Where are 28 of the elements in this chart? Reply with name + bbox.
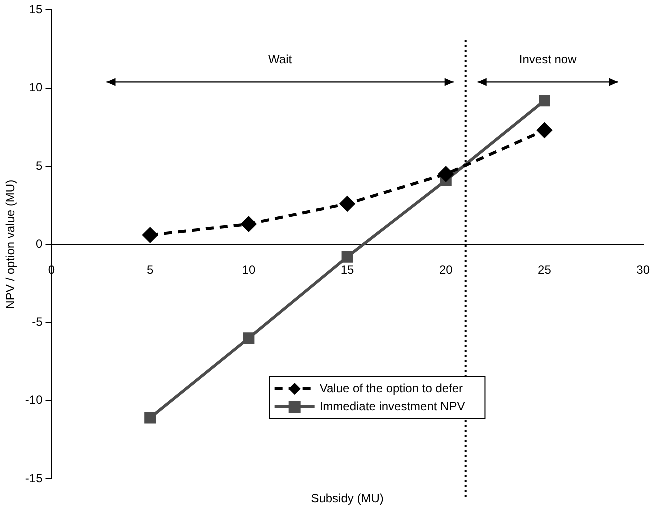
x-tick-label: 25 xyxy=(538,263,552,278)
x-tick-label: 20 xyxy=(439,263,454,278)
point xyxy=(340,196,356,212)
y-tick-label: -10 xyxy=(25,393,44,408)
point xyxy=(538,95,550,107)
x-tick-label: 10 xyxy=(242,263,256,278)
y-tick-label: 0 xyxy=(36,236,44,251)
point xyxy=(438,166,454,182)
point xyxy=(144,412,156,424)
point xyxy=(342,251,354,263)
point xyxy=(241,216,256,232)
annotation: Invest now xyxy=(519,52,578,67)
y-tick-label: -15 xyxy=(25,471,44,486)
x-axis-title: Subsidy (MU) xyxy=(311,491,384,506)
y-tick-label: 5 xyxy=(36,158,44,173)
legend-label: Immediate investment NPV xyxy=(320,399,466,414)
annotation: Wait xyxy=(268,52,293,67)
point xyxy=(243,332,255,344)
point xyxy=(142,228,158,243)
x-tick-label: 30 xyxy=(636,263,650,278)
y-tick-label: 15 xyxy=(29,2,44,17)
point xyxy=(537,123,552,138)
y-tick-label: -5 xyxy=(32,315,44,330)
x-tick-label: 5 xyxy=(146,263,154,278)
x-tick-label: 15 xyxy=(340,263,355,278)
legend-label: Value of the option to defer xyxy=(320,381,464,396)
y-axis-title: NPV / option value (MU) xyxy=(4,180,18,310)
y-tick-label: 10 xyxy=(29,80,44,95)
